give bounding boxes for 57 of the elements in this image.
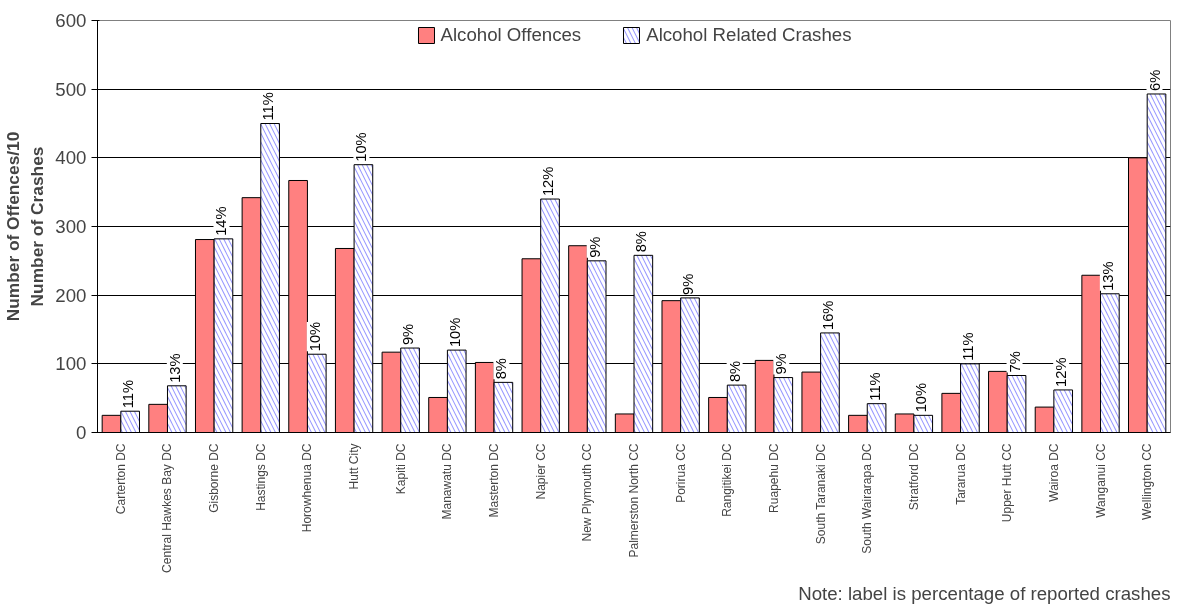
annotation: 16% [819, 300, 836, 330]
x-tick-label: Carterton DC [113, 443, 128, 515]
annotation: 7% [1006, 351, 1023, 373]
x-tick-label: Gisborne DC [207, 443, 222, 513]
annotation: 9% [586, 236, 603, 258]
legend-label: Alcohol Related Crashes [646, 24, 852, 46]
x-tick-label: South Wairarapa DC [860, 443, 875, 554]
annotation: 10% [306, 321, 323, 352]
annotation: 6% [1146, 69, 1163, 91]
annotation: 9% [773, 353, 790, 375]
annotation: 11% [866, 372, 883, 401]
y-tick-label: 500 [55, 78, 87, 100]
x-tick-label: Manawatu DC [440, 443, 455, 520]
legend-label: Alcohol Offences [440, 24, 582, 46]
x-tick-label: Wellington CC [1140, 443, 1155, 520]
x-tick-label: Tararua DC [953, 443, 968, 505]
annotation: 11% [260, 92, 277, 121]
text: Note: label is percentage of reported crashes [798, 582, 1171, 604]
annotation: 8% [493, 358, 510, 380]
x-tick-label: Upper Hutt CC [1000, 443, 1015, 523]
x-tick-label: Wanganui CC [1093, 443, 1108, 518]
annotation: 8% [726, 360, 743, 383]
x-tick-label: Masterton DC [487, 443, 502, 518]
x-tick-label: Stratford DC [906, 443, 921, 511]
y-tick-label: 0 [76, 422, 87, 443]
x-tick-label: South Taranaki DC [813, 443, 828, 545]
x-tick-label: Palmerston North CC [627, 443, 641, 558]
x-tick-label: Hutt City [347, 443, 362, 490]
y-tick-label: 200 [55, 284, 87, 306]
annotation: 10% [913, 382, 930, 413]
x-tick-label: Hastings DC [253, 443, 268, 511]
y-tick-label: 300 [55, 216, 87, 237]
annotation: 9% [679, 273, 696, 295]
x-tick-label: Central Hawkes Bay DC [160, 443, 175, 573]
annotation: 8% [633, 231, 650, 253]
x-tick-label: New Plymouth CC [580, 443, 595, 542]
x-tick-label: Napier CC [533, 443, 548, 500]
x-tick-label: Kapiti DC [393, 443, 408, 495]
x-tick-label: Ruapehu DC [766, 443, 781, 513]
x-tick-label: Porirua CC [673, 443, 688, 503]
y-axis-title: Number of Offences/10 Number of Crashes [3, 131, 48, 322]
x-tick-label: Wairoa DC [1046, 443, 1061, 502]
annotation: 14% [213, 206, 230, 236]
annotation: 11% [120, 379, 137, 409]
annotation: 10% [446, 317, 463, 348]
annotation: 13% [166, 353, 183, 383]
annotation: 12% [1053, 357, 1070, 387]
annotation: 12% [540, 166, 557, 197]
y-tick-label: 600 [55, 10, 87, 31]
y-tick-label: 400 [55, 147, 87, 169]
annotation: 9% [400, 323, 417, 346]
x-tick-label: Rangitikei DC [720, 443, 735, 517]
annotation: 11% [959, 332, 976, 361]
annotation: 13% [1099, 261, 1116, 291]
x-tick-label: Horowhenua DC [300, 443, 315, 533]
y-tick-label: 100 [55, 353, 87, 375]
annotation: 10% [353, 132, 370, 162]
